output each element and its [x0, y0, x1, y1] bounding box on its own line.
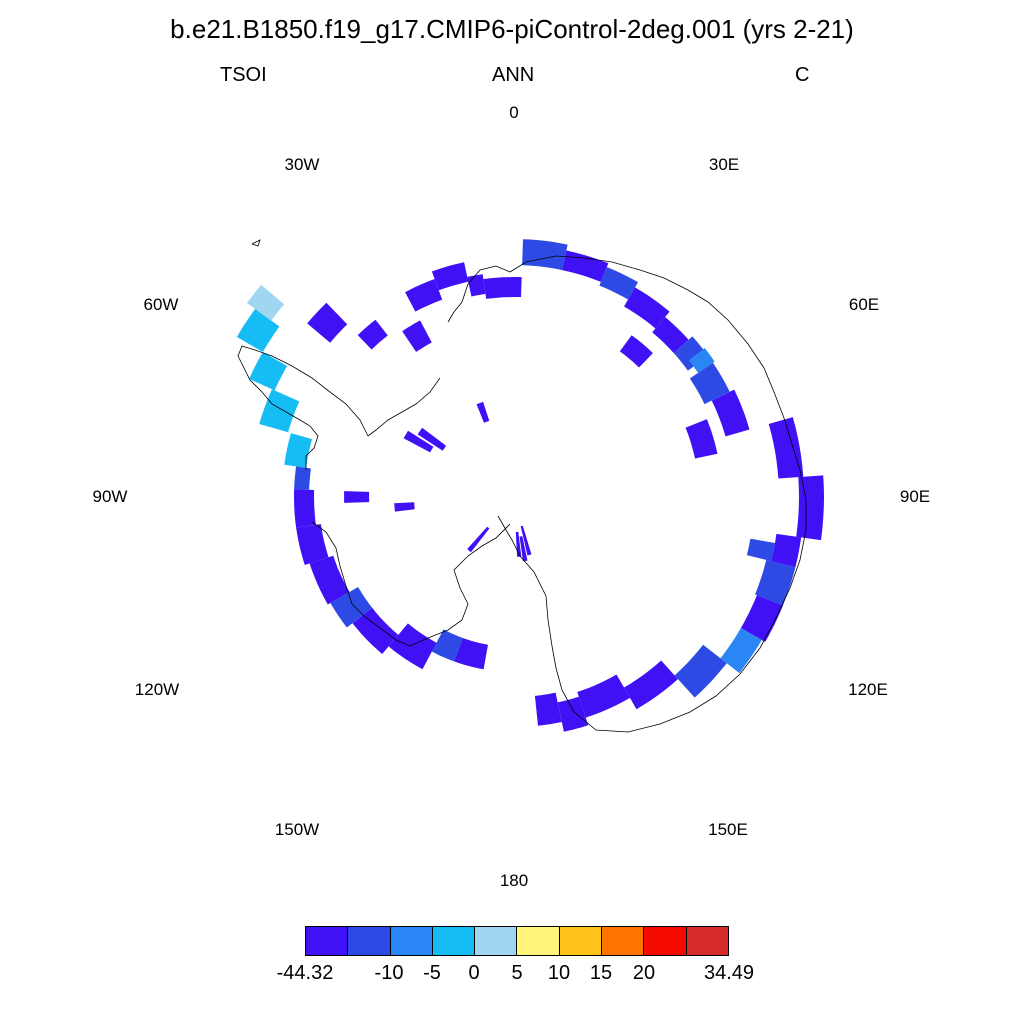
- colorbar-tick-label: 10: [547, 962, 571, 984]
- colorbar-tick-label: -10: [374, 962, 404, 984]
- coastline-ross: [497, 515, 521, 557]
- colorbar-swatch: [390, 927, 433, 955]
- map-cell: [431, 262, 469, 291]
- coastline-ice-front: [367, 377, 441, 437]
- map-cell: [467, 274, 486, 297]
- colorbar-swatch: [306, 927, 349, 955]
- map-cell: [259, 389, 300, 433]
- lon-label-120e: 120E: [848, 680, 888, 699]
- map-cell: [483, 277, 522, 299]
- map-cell: [740, 595, 783, 642]
- map-cell: [417, 427, 447, 451]
- map-cell: [674, 644, 727, 698]
- colorbar: [305, 926, 729, 956]
- colorbar-tick-label: -44.32: [276, 962, 334, 984]
- map-cell: [619, 335, 653, 368]
- map-cell: [755, 559, 796, 606]
- season-label: ANN: [492, 64, 535, 86]
- map-cell: [624, 287, 670, 329]
- map-cell: [352, 607, 399, 654]
- units-label: C: [795, 64, 810, 86]
- lon-label-150w: 150W: [274, 820, 320, 839]
- map-cell: [711, 389, 750, 437]
- colorbar-swatch: [559, 927, 603, 955]
- map-cell: [685, 419, 718, 459]
- map-cell: [562, 250, 609, 282]
- colorbar-swatch: [348, 927, 391, 955]
- map-cell: [454, 638, 488, 670]
- map-cell: [431, 629, 463, 662]
- map-cell: [689, 362, 730, 405]
- map-cell: [688, 348, 715, 373]
- map-cell: [771, 533, 802, 568]
- map-cell: [236, 308, 280, 352]
- colorbar-swatch: [475, 927, 518, 955]
- coastline-west: [311, 521, 511, 647]
- map-cell: [296, 524, 329, 565]
- map-cell: [522, 239, 568, 271]
- map-cell: [652, 317, 689, 354]
- island-small: [251, 239, 261, 247]
- map-cell: [720, 628, 762, 674]
- colorbar-swatch: [644, 927, 687, 955]
- coastline-peninsula: [237, 345, 369, 470]
- map-cell: [402, 320, 432, 352]
- map-cell: [357, 319, 388, 350]
- map-cell: [309, 555, 350, 605]
- variable-name: TSOI: [220, 64, 267, 86]
- map-cell: [624, 660, 678, 710]
- colorbar-tick-label: 0: [468, 962, 480, 984]
- map-cell: [476, 401, 490, 423]
- map-cell: [403, 430, 434, 453]
- map-cell: [388, 623, 437, 670]
- coastline-east-b: [447, 265, 511, 323]
- lon-label-150e: 150E: [708, 820, 748, 839]
- colorbar-tick-label: -5: [423, 962, 441, 984]
- coastline-east-a: [509, 255, 807, 733]
- map-cell: [294, 489, 316, 528]
- temperature-cells: [236, 239, 824, 732]
- coastline: [237, 239, 807, 733]
- lon-label-90e: 90E: [899, 487, 931, 506]
- map-cell: [294, 466, 311, 490]
- map-cell: [467, 526, 490, 553]
- plot-title: b.e21.B1850.f19_g17.CMIP6-piControl-2deg…: [170, 14, 854, 44]
- colorbar-swatch: [686, 927, 728, 955]
- map-cell: [307, 302, 348, 343]
- colorbar-swatch: [432, 927, 476, 955]
- lon-label-0: 0: [509, 103, 519, 122]
- colorbar-tick-label: 20: [632, 962, 656, 984]
- lon-label-30e: 30E: [708, 155, 740, 174]
- map-cell: [520, 525, 532, 556]
- lon-label-180: 180: [499, 871, 529, 890]
- map-cell: [534, 692, 562, 726]
- map-cell: [577, 674, 630, 718]
- lon-label-90w: 90W: [92, 487, 128, 506]
- colorbar-tick-label: 15: [589, 962, 613, 984]
- colorbar-tick-label: 5: [511, 962, 523, 984]
- map-cell: [405, 279, 443, 312]
- lon-label-60e: 60E: [848, 295, 880, 314]
- map-cell: [344, 491, 370, 503]
- map-cell: [249, 352, 288, 391]
- map-cell: [746, 538, 775, 562]
- colorbar-tick-label: 34.49: [703, 962, 755, 984]
- colorbar-swatch: [517, 927, 560, 955]
- map-cell: [557, 696, 589, 732]
- lon-label-120w: 120W: [134, 680, 180, 699]
- lon-label-60w: 60W: [143, 295, 179, 314]
- map-cell: [768, 417, 804, 479]
- map-cell: [519, 536, 528, 562]
- map-cell: [599, 267, 638, 300]
- map-cell: [247, 284, 285, 321]
- map-cell: [796, 475, 824, 541]
- colorbar-swatch: [602, 927, 645, 955]
- map-cell: [330, 587, 373, 628]
- map-cell: [394, 502, 415, 512]
- map-cell: [284, 433, 313, 468]
- lon-label-30w: 30W: [284, 155, 320, 174]
